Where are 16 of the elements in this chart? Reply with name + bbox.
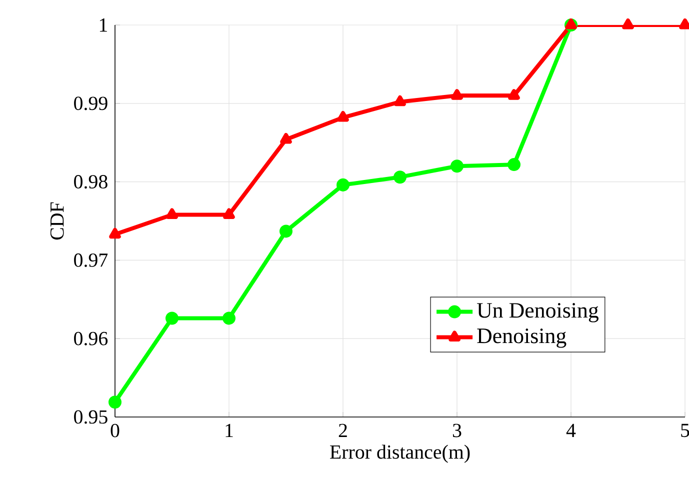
y-tick-label: 0.96 — [74, 332, 108, 346]
y-tick-label: 0.97 — [74, 253, 108, 267]
legend-label: Un Denoising — [476, 303, 598, 322]
y-tick-label: 0.95 — [74, 410, 108, 424]
legend-label: Denoising — [477, 328, 566, 348]
x-tick-label: 4 — [566, 424, 576, 437]
x-tick-label: 2 — [338, 424, 347, 438]
y-tick-label: 0.99 — [74, 96, 108, 110]
x-tick-label: 1 — [226, 424, 233, 437]
y-tick-label: 1 — [100, 18, 107, 32]
x-tick-label: 0 — [110, 424, 120, 438]
x-axis-title: Error distance(m) — [330, 444, 470, 463]
y-tick-label: 0.98 — [74, 175, 108, 189]
y-axis-title: CDF — [50, 202, 64, 240]
x-tick-label: 3 — [452, 424, 462, 438]
x-tick-label: 5 — [681, 424, 689, 438]
